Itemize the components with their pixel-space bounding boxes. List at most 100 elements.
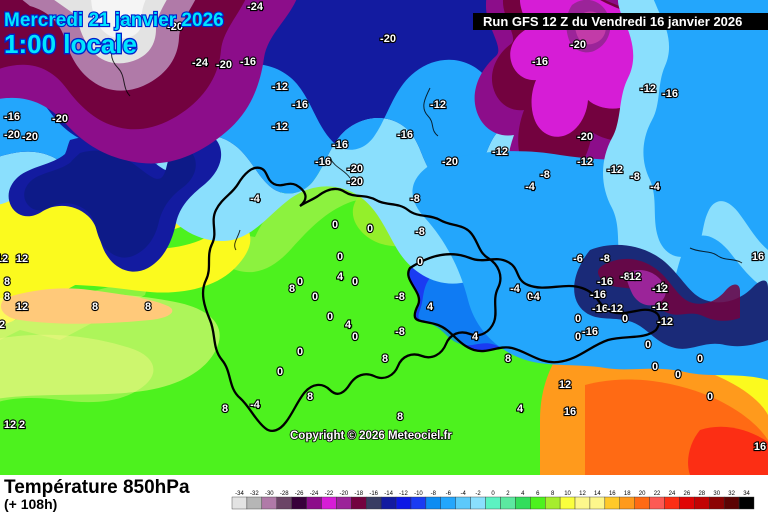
- svg-text:-16: -16: [662, 88, 678, 100]
- svg-text:-16: -16: [4, 111, 20, 123]
- svg-text:-4: -4: [650, 181, 661, 193]
- svg-text:-24: -24: [192, 57, 209, 69]
- svg-text:-20: -20: [347, 176, 363, 188]
- svg-text:-4: -4: [510, 283, 521, 295]
- svg-text:-8: -8: [410, 193, 420, 205]
- svg-text:1:00 locale: 1:00 locale: [4, 29, 137, 59]
- svg-text:8: 8: [4, 291, 10, 303]
- svg-text:-16: -16: [592, 303, 608, 315]
- svg-text:-12: -12: [652, 301, 668, 313]
- svg-text:16: 16: [754, 441, 766, 453]
- svg-text:-4: -4: [460, 491, 466, 497]
- svg-text:12: 12: [559, 379, 571, 391]
- svg-text:4: 4: [337, 271, 344, 283]
- svg-text:-12: -12: [492, 146, 508, 158]
- svg-text:12: 12: [0, 253, 8, 265]
- svg-text:-8: -8: [415, 226, 425, 238]
- svg-text:4: 4: [427, 301, 434, 313]
- svg-text:12: 12: [16, 301, 28, 313]
- svg-text:-20: -20: [4, 129, 20, 141]
- svg-text:-8: -8: [395, 291, 405, 303]
- svg-text:0: 0: [352, 276, 358, 288]
- svg-text:-16: -16: [597, 276, 613, 288]
- svg-text:8: 8: [289, 283, 295, 295]
- svg-text:-12: -12: [272, 121, 288, 133]
- svg-text:-16: -16: [590, 289, 606, 301]
- svg-text:0: 0: [417, 256, 423, 268]
- svg-text:0: 0: [312, 291, 318, 303]
- svg-text:2: 2: [19, 419, 25, 431]
- svg-text:10: 10: [564, 491, 571, 497]
- svg-text:22: 22: [654, 491, 661, 497]
- svg-text:-20: -20: [380, 33, 396, 45]
- svg-text:-22: -22: [325, 491, 334, 497]
- svg-text:0: 0: [332, 219, 338, 231]
- svg-text:-6: -6: [446, 491, 452, 497]
- svg-text:16: 16: [564, 406, 576, 418]
- svg-text:0: 0: [645, 339, 651, 351]
- svg-text:-6: -6: [573, 253, 583, 265]
- svg-text:-4: -4: [250, 399, 261, 411]
- svg-text:-20: -20: [22, 131, 38, 143]
- svg-text:0: 0: [352, 331, 358, 343]
- svg-text:4: 4: [517, 403, 524, 415]
- svg-text:16: 16: [609, 491, 616, 497]
- svg-text:-16: -16: [369, 491, 378, 497]
- svg-text:12: 12: [579, 491, 586, 497]
- svg-text:0: 0: [327, 311, 333, 323]
- svg-text:26: 26: [684, 491, 691, 497]
- svg-text:8: 8: [397, 411, 403, 423]
- svg-text:18: 18: [624, 491, 631, 497]
- svg-text:-30: -30: [265, 491, 274, 497]
- svg-text:Température 850hPa: Température 850hPa: [4, 477, 190, 498]
- svg-text:32: 32: [728, 491, 735, 497]
- svg-text:-16: -16: [240, 56, 256, 68]
- svg-text:0: 0: [297, 276, 303, 288]
- svg-text:-12: -12: [577, 156, 593, 168]
- svg-text:-20: -20: [216, 59, 232, 71]
- svg-text:24: 24: [669, 491, 676, 497]
- svg-text:-8: -8: [540, 169, 550, 181]
- svg-text:14: 14: [594, 491, 601, 497]
- svg-text:-12: -12: [272, 81, 288, 93]
- svg-text:-16: -16: [397, 129, 413, 141]
- svg-text:-2: -2: [475, 491, 481, 497]
- svg-text:0: 0: [337, 251, 343, 263]
- svg-text:Copyright © 2026 Meteociel.fr: Copyright © 2026 Meteociel.fr: [290, 430, 452, 442]
- svg-text:28: 28: [698, 491, 705, 497]
- svg-text:-14: -14: [384, 491, 393, 497]
- svg-text:0: 0: [297, 346, 303, 358]
- svg-text:8: 8: [382, 353, 388, 365]
- svg-text:-12: -12: [607, 303, 623, 315]
- svg-text:0: 0: [652, 361, 658, 373]
- svg-text:-20: -20: [340, 491, 349, 497]
- svg-text:0: 0: [675, 369, 681, 381]
- svg-text:-28: -28: [280, 491, 289, 497]
- svg-text:(+ 108h): (+ 108h): [4, 496, 57, 512]
- svg-text:-10: -10: [414, 491, 423, 497]
- svg-text:4: 4: [345, 319, 352, 331]
- svg-text:8: 8: [92, 301, 98, 313]
- svg-text:0: 0: [707, 391, 713, 403]
- svg-text:8: 8: [505, 353, 511, 365]
- svg-text:-20: -20: [577, 131, 593, 143]
- svg-text:12: 12: [4, 419, 16, 431]
- svg-text:-34: -34: [235, 491, 244, 497]
- svg-text:-16: -16: [582, 326, 598, 338]
- svg-text:Mercredi 21 janvier 2026: Mercredi 21 janvier 2026: [4, 10, 224, 31]
- svg-text:-16: -16: [532, 56, 548, 68]
- svg-text:8: 8: [307, 391, 313, 403]
- svg-text:-12: -12: [399, 491, 408, 497]
- svg-text:Run GFS 12 Z du Vendredi 16 ja: Run GFS 12 Z du Vendredi 16 janvier 2026: [483, 14, 742, 29]
- svg-text:-20: -20: [52, 113, 68, 125]
- svg-text:-16: -16: [292, 99, 308, 111]
- svg-text:-20: -20: [442, 156, 458, 168]
- svg-text:-12: -12: [652, 283, 668, 295]
- svg-text:-20: -20: [347, 163, 363, 175]
- svg-text:30: 30: [713, 491, 720, 497]
- svg-text:-8: -8: [431, 491, 437, 497]
- svg-text:0: 0: [367, 223, 373, 235]
- svg-text:8: 8: [4, 276, 10, 288]
- svg-text:-32: -32: [250, 491, 259, 497]
- svg-text:12: 12: [16, 253, 28, 265]
